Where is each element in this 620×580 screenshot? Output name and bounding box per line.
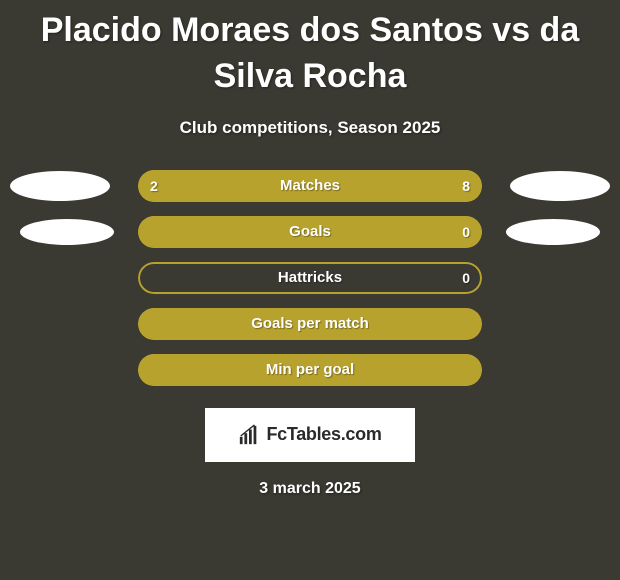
page-title: Placido Moraes dos Santos vs da Silva Ro… [0,0,620,100]
bar-left-fill [138,354,482,386]
fctables-chart-icon [238,424,260,446]
stat-bar: 0Goals [138,216,482,248]
bar-left-fill [138,216,482,248]
bar-left-fill [138,170,207,202]
player-right-marker [510,171,610,201]
comparison-row: 0Goals [0,216,620,248]
player-right-marker [506,219,600,245]
stat-bar: 0Hattricks [138,262,482,294]
bar-right-fill [207,170,482,202]
comparison-row: 28Matches [0,170,620,202]
stat-bar: Min per goal [138,354,482,386]
stat-bar: 28Matches [138,170,482,202]
stat-value-right: 0 [462,216,470,248]
bar-outline [138,262,482,294]
stat-value-right: 8 [462,170,470,202]
comparison-row: Min per goal [0,354,620,386]
stat-value-left: 2 [150,170,158,202]
stat-label: Hattricks [138,262,482,294]
page-subtitle: Club competitions, Season 2025 [0,118,620,138]
stat-value-right: 0 [462,262,470,294]
logo-text: FcTables.com [266,424,381,445]
date-label: 3 march 2025 [0,480,620,498]
bar-left-fill [138,308,482,340]
player-left-marker [20,219,114,245]
logo-box: FcTables.com [205,408,415,462]
stat-bar: Goals per match [138,308,482,340]
comparison-row: 0Hattricks [0,262,620,294]
player-left-marker [10,171,110,201]
comparison-row: Goals per match [0,308,620,340]
comparison-rows: 28Matches0Goals0HattricksGoals per match… [0,170,620,386]
